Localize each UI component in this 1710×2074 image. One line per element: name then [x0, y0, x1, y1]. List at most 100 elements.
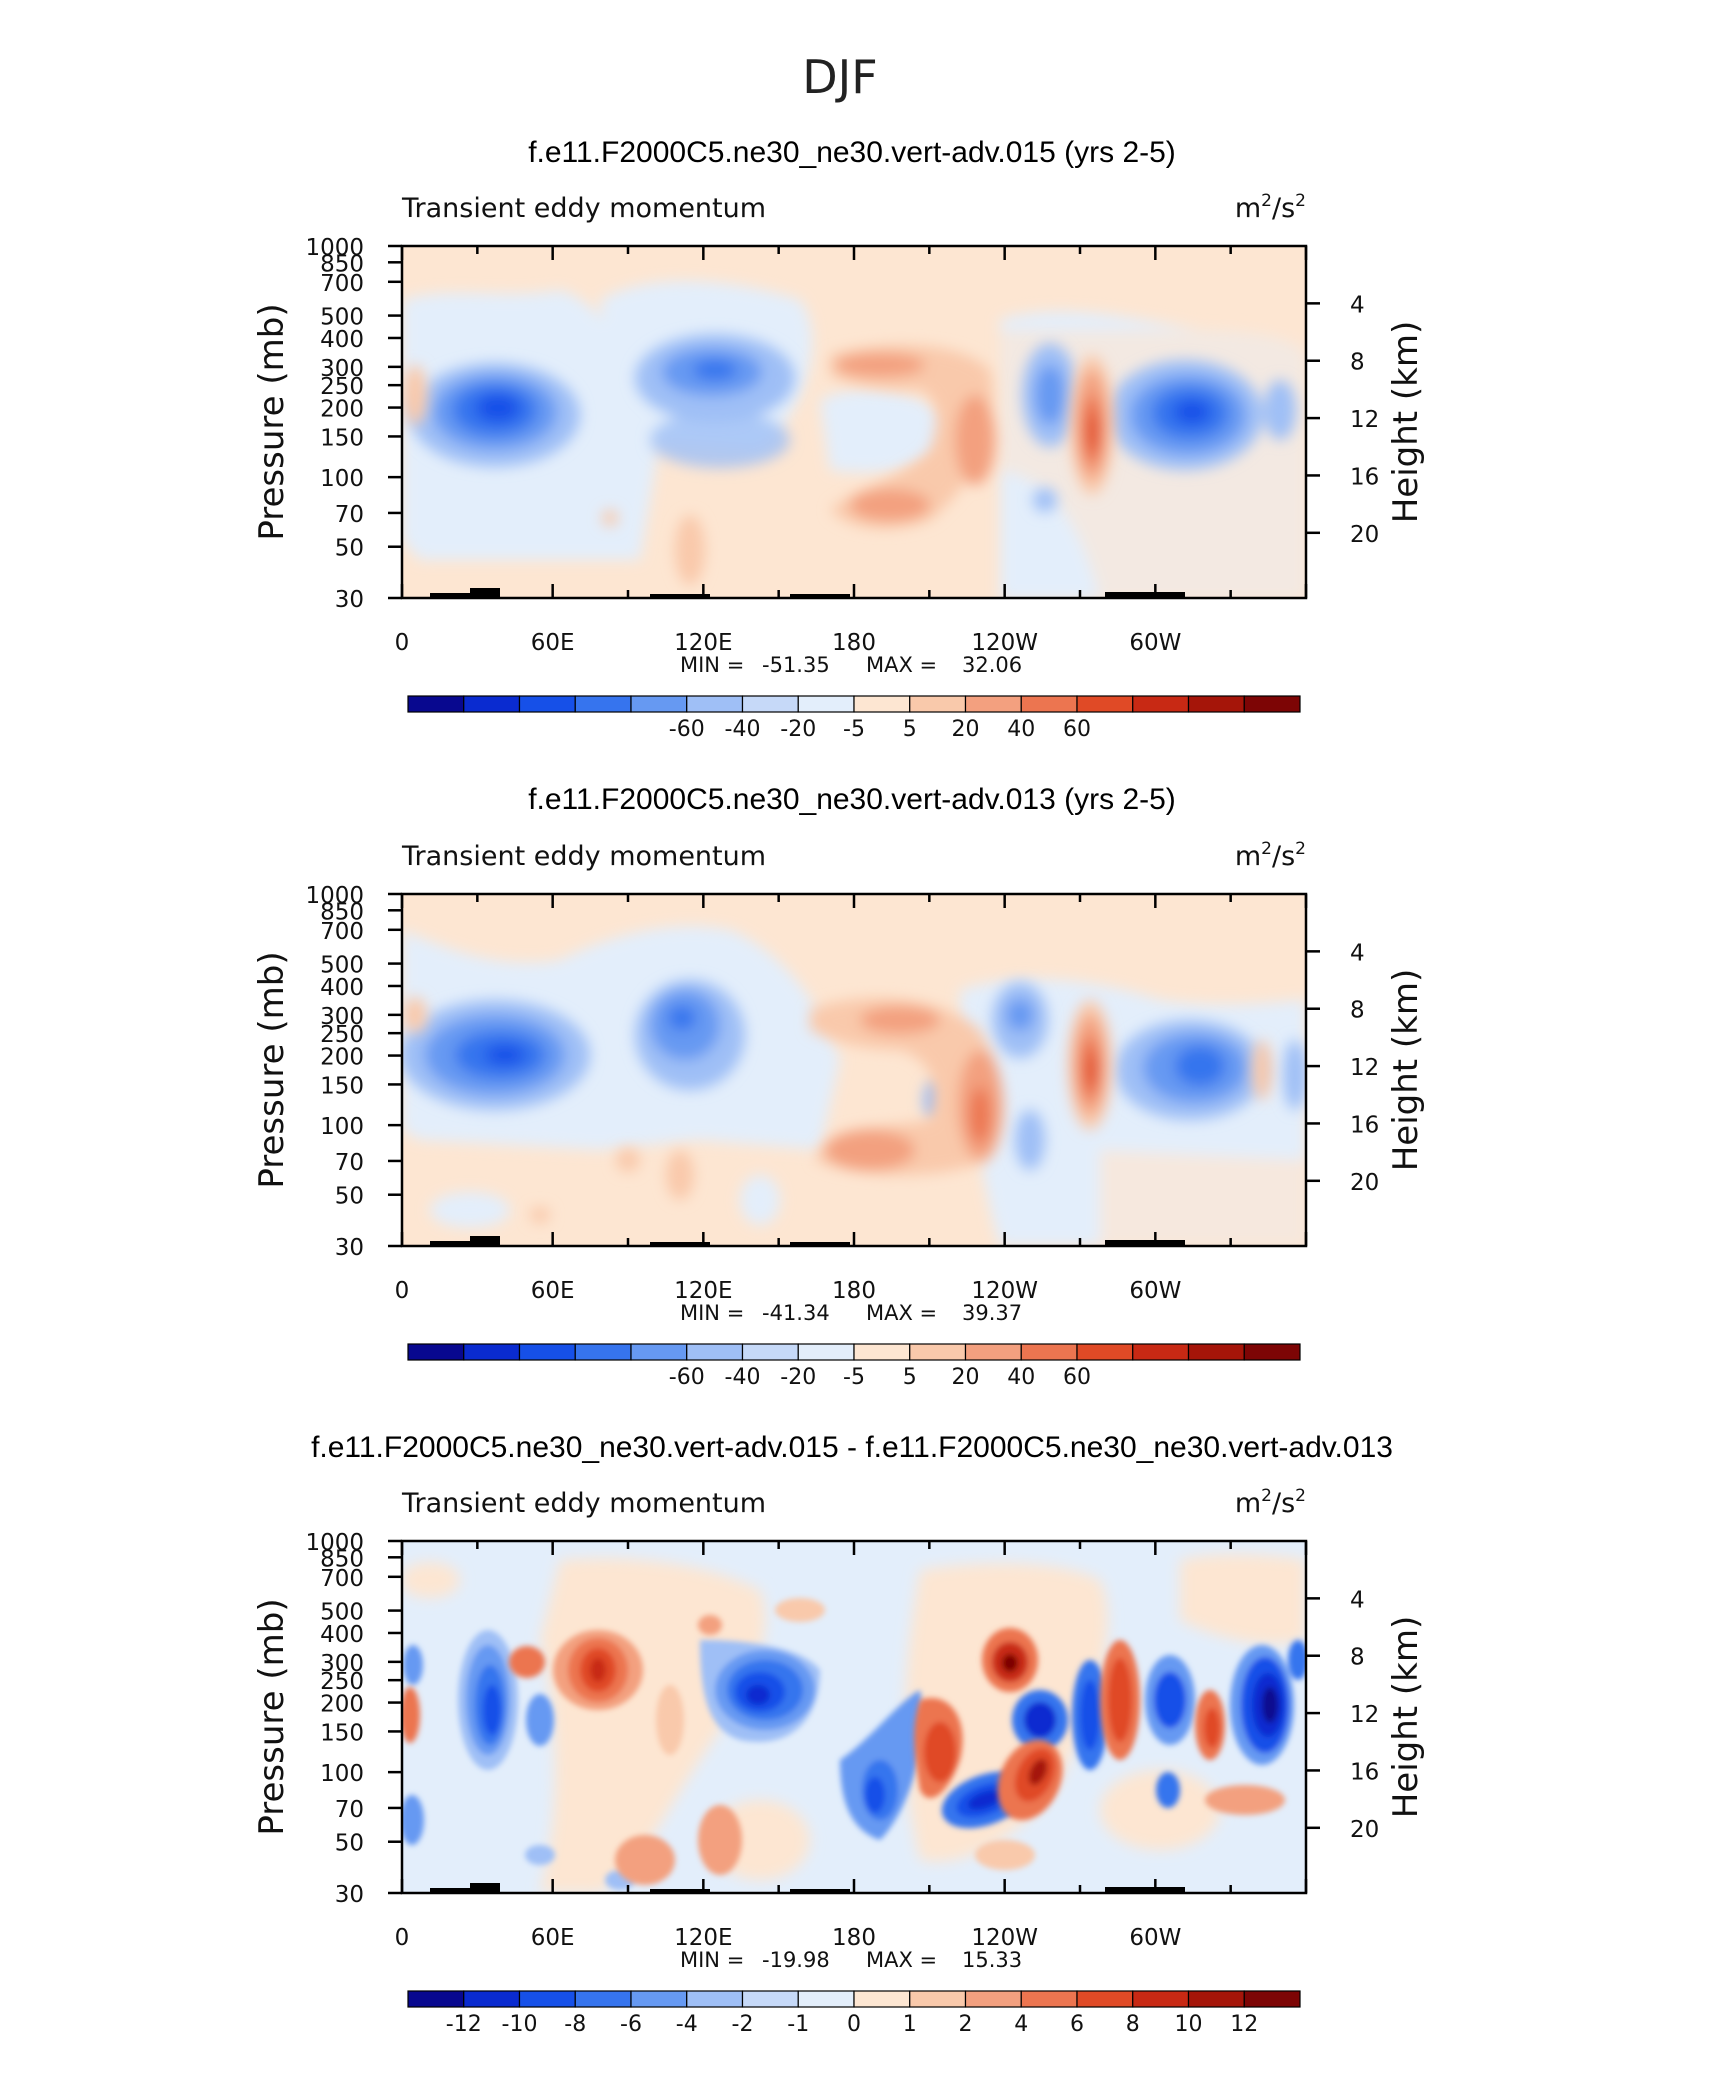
colorbar-swatch: [1132, 1343, 1190, 1361]
y-right-tick-label: 8: [1350, 350, 1365, 376]
panel-2-contour: [1015, 1110, 1045, 1170]
panel-2-contour: [860, 1006, 940, 1034]
panel-2-ylabel: Pressure (mb): [252, 951, 292, 1188]
colorbar-label: -40: [725, 717, 761, 742]
colorbar-swatch: [463, 695, 521, 713]
colorbar-swatch: [1243, 695, 1301, 713]
colorbar-label: -60: [669, 717, 705, 742]
colorbar-label: 20: [952, 1365, 980, 1390]
colorbar-swatch: [518, 1990, 576, 2008]
y-tick-label: 200: [320, 1045, 364, 1071]
panel-2-min-value: -41.34: [762, 1301, 830, 1325]
y-tick-label: 70: [335, 502, 364, 528]
colorbar-swatch: [463, 1990, 521, 2008]
x-tick-label: 180: [832, 630, 876, 656]
panel-1-contour: [835, 353, 925, 377]
panel-1-topography: [1105, 592, 1185, 598]
panel-1-contour: [602, 510, 618, 526]
colorbar-swatch: [1020, 1343, 1078, 1361]
panel-3-contour: [483, 1685, 501, 1735]
panel-2-contour: [1175, 1046, 1225, 1086]
colorbar-swatch: [909, 1343, 967, 1361]
panel-1-contour: [1264, 380, 1296, 440]
panel-1-contour: [850, 489, 930, 521]
panel-1-min-value: -51.35: [762, 653, 830, 677]
colorbar-swatch: [630, 1990, 688, 2008]
panel-3-max-label: MAX =: [866, 1948, 937, 1972]
panel-1-contour: [693, 360, 737, 380]
panel-3-contour: [402, 1795, 424, 1845]
colorbar-label: -6: [620, 2012, 642, 2037]
colorbar-swatch: [574, 1343, 632, 1361]
colorbar-swatch: [1243, 1990, 1301, 2008]
colorbar-label: -10: [502, 2012, 538, 2037]
panel-2-topography: [650, 1242, 710, 1246]
panel-3-title: f.e11.F2000C5.ne30_ne30.vert-adv.015 - f…: [311, 1431, 1393, 1464]
y-tick-label: 200: [320, 397, 364, 423]
panel-3-contour: [1204, 1708, 1220, 1748]
x-tick-label: 0: [395, 630, 410, 656]
panel-2-colorbar: -60 -40 -20 -5 5 20 40 60: [407, 1343, 1301, 1390]
panel-3-topography: [1105, 1887, 1185, 1893]
colorbar-swatch: [1243, 1343, 1301, 1361]
colorbar-swatch: [518, 1343, 576, 1361]
y-right-tick-label: 8: [1350, 1645, 1365, 1671]
colorbar-swatch: [964, 1990, 1022, 2008]
colorbar-label: 40: [1007, 1365, 1035, 1390]
colorbar-label: -20: [780, 1365, 816, 1390]
y-tick-label: 400: [320, 975, 364, 1001]
panel-3-field: [402, 1541, 1306, 1893]
y-tick-label: 150: [320, 425, 364, 451]
y-tick-label: 500: [320, 305, 364, 331]
colorbar-label: 40: [1007, 717, 1035, 742]
y-tick-label: 850: [320, 899, 364, 925]
y-tick-label: 400: [320, 1622, 364, 1648]
y-tick-label: 700: [320, 919, 364, 945]
y-right-tick-label: 4: [1350, 292, 1365, 318]
panel-3-contour: [1154, 1672, 1186, 1728]
y-right-tick-label: 4: [1350, 1587, 1365, 1613]
panel-2-subtitle: Transient eddy momentum: [401, 841, 766, 872]
colorbar-swatch: [463, 1343, 521, 1361]
x-tick-label: 180: [832, 1925, 876, 1951]
colorbar-label: 2: [959, 2012, 973, 2037]
panel-2-region: [430, 1192, 510, 1228]
colorbar-label: -4: [676, 2012, 698, 2037]
x-tick-label: 60W: [1129, 1925, 1181, 1951]
x-tick-label: 120E: [674, 1925, 732, 1951]
x-tick-label: 120W: [971, 1278, 1038, 1304]
panel-3-contour: [746, 1685, 770, 1705]
panel-2-contour: [668, 1006, 696, 1030]
y-tick-label: 100: [320, 1761, 364, 1787]
colorbar-label: 20: [952, 717, 980, 742]
panel-3-region: [402, 1562, 460, 1598]
x-tick-label: 60E: [531, 1925, 575, 1951]
y-tick-label: 700: [320, 271, 364, 297]
panel-1-contour: [955, 395, 995, 485]
panel-3-min-label: MIN =: [680, 1948, 744, 1972]
colorbar-swatch: [1187, 695, 1245, 713]
panel-1-contour: [476, 394, 520, 422]
colorbar-swatch: [964, 1343, 1022, 1361]
colorbar-label: 8: [1126, 2012, 1140, 2037]
x-tick-label: 0: [395, 1278, 410, 1304]
panel-1-contour: [1033, 488, 1057, 512]
panel-2-topography: [1105, 1240, 1185, 1246]
y-tick-label: 150: [320, 1073, 364, 1099]
y-right-tick-label: 20: [1350, 522, 1379, 548]
panel-1-topography: [790, 594, 850, 598]
colorbar-label: -60: [669, 1365, 705, 1390]
colorbar-swatch: [797, 695, 855, 713]
colorbar-label: -5: [843, 1365, 865, 1390]
panel-2-contour: [1252, 1040, 1272, 1100]
x-tick-label: 120W: [971, 630, 1038, 656]
panel-3-contour: [656, 1685, 684, 1755]
panel-3-contour: [1262, 1687, 1278, 1723]
panel-1-contour: [403, 365, 427, 425]
panel-1-max-label: MAX =: [866, 653, 937, 677]
y-tick-label: 850: [320, 251, 364, 277]
panel-1-topography: [650, 594, 710, 598]
